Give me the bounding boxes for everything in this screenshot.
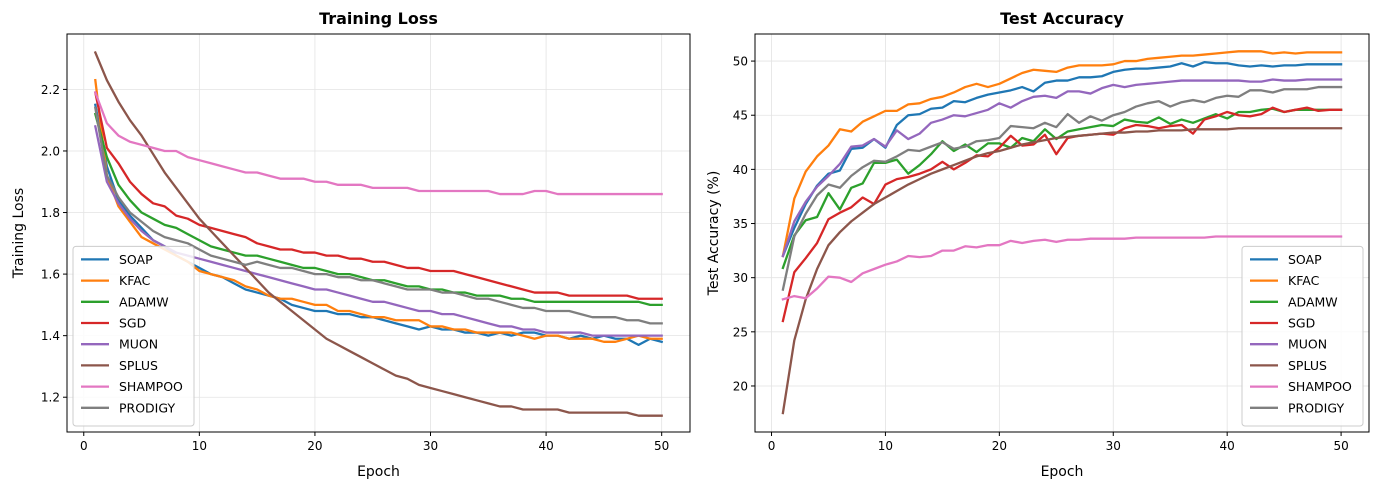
y-tick-label: 2.0 xyxy=(41,144,60,158)
x-tick-label: 30 xyxy=(423,439,438,453)
series-line-shampoo xyxy=(781,235,1343,301)
series-line-sgd xyxy=(93,91,663,300)
x-axis-label: Epoch xyxy=(357,464,400,480)
legend-label-soap: SOAP xyxy=(1288,252,1322,267)
x-tick-label: 10 xyxy=(192,439,207,453)
y-axis-label: Training Loss xyxy=(11,188,27,279)
series-line-prodigy xyxy=(93,106,663,325)
legend-label-adamw: ADAMW xyxy=(1288,294,1338,309)
legend-label-kfac: KFAC xyxy=(119,273,151,288)
y-tick-label: 20 xyxy=(733,379,748,393)
x-tick-label: 50 xyxy=(1333,439,1348,453)
y-tick-label: 50 xyxy=(733,55,748,69)
y-tick-label: 1.4 xyxy=(41,329,60,343)
legend-label-splus: SPLUS xyxy=(1288,358,1327,373)
legend: SOAP KFAC ADAMW SGD MUON SPLUS SHAMPOO PRODIGY xyxy=(1241,245,1364,427)
legend-box xyxy=(1241,245,1364,427)
y-tick-label: 1.8 xyxy=(41,206,60,220)
y-tick-label: 40 xyxy=(733,163,748,177)
legend: SOAP KFAC ADAMW SGD MUON SPLUS SHAMPOO PRODIGY xyxy=(72,245,195,427)
legend-label-shampoo: SHAMPOO xyxy=(1288,379,1352,394)
y-tick-label: 1.6 xyxy=(41,268,60,282)
legend-label-adamw: ADAMW xyxy=(119,294,169,309)
y-tick-label: 45 xyxy=(733,109,748,123)
series-line-prodigy xyxy=(781,85,1343,291)
legend-label-soap: SOAP xyxy=(119,252,153,267)
x-tick-label: 10 xyxy=(878,439,893,453)
x-tick-label: 0 xyxy=(768,439,776,453)
legend-label-sgd: SGD xyxy=(1288,316,1315,331)
x-tick-label: 40 xyxy=(538,439,553,453)
legend-label-muon: MUON xyxy=(1288,337,1327,352)
series-line-adamw xyxy=(93,112,663,307)
series-line-splus xyxy=(781,127,1343,415)
legend-label-muon: MUON xyxy=(119,337,158,352)
plot-frame xyxy=(754,33,1370,433)
legend-box xyxy=(72,245,195,427)
y-tick-label: 30 xyxy=(733,271,748,285)
chart-panel-0: 0 10 20 30 40 50 1.2 1.4 1.6 1.8 2.0 2.2 Training Lo… xyxy=(11,9,691,480)
legend-label-kfac: KFAC xyxy=(1288,273,1320,288)
x-tick-label: 20 xyxy=(307,439,322,453)
legend-label-prodigy: PRODIGY xyxy=(119,400,175,415)
legend-label-prodigy: PRODIGY xyxy=(1288,400,1344,415)
y-tick-label: 25 xyxy=(733,325,748,339)
chart-title: Test Accuracy xyxy=(1000,9,1124,28)
series-line-muon xyxy=(781,78,1343,258)
plot-frame xyxy=(66,33,691,433)
y-tick-label: 2.2 xyxy=(41,83,60,97)
series-line-shampoo xyxy=(93,90,663,196)
series-line-sgd xyxy=(781,106,1343,323)
x-axis-label: Epoch xyxy=(1041,464,1084,480)
x-tick-label: 30 xyxy=(1106,439,1121,453)
legend-label-sgd: SGD xyxy=(119,316,146,331)
chart-panel-1: 0 10 20 30 40 50 20 25 30 35 40 45 50 Test Accuracy Ep… xyxy=(706,9,1370,480)
x-tick-label: 50 xyxy=(654,439,669,453)
chart-title: Training Loss xyxy=(319,9,438,28)
x-tick-label: 0 xyxy=(80,439,88,453)
legend-label-shampoo: SHAMPOO xyxy=(119,379,183,394)
legend-label-splus: SPLUS xyxy=(119,358,158,373)
x-tick-label: 40 xyxy=(1220,439,1235,453)
series-line-adamw xyxy=(781,107,1343,270)
y-axis-label: Test Accuracy (%) xyxy=(706,171,722,297)
y-tick-label: 35 xyxy=(733,217,748,231)
series-line-kfac xyxy=(781,50,1343,258)
y-tick-label: 1.2 xyxy=(41,391,60,405)
series-line-splus xyxy=(93,50,663,417)
x-tick-label: 20 xyxy=(992,439,1007,453)
